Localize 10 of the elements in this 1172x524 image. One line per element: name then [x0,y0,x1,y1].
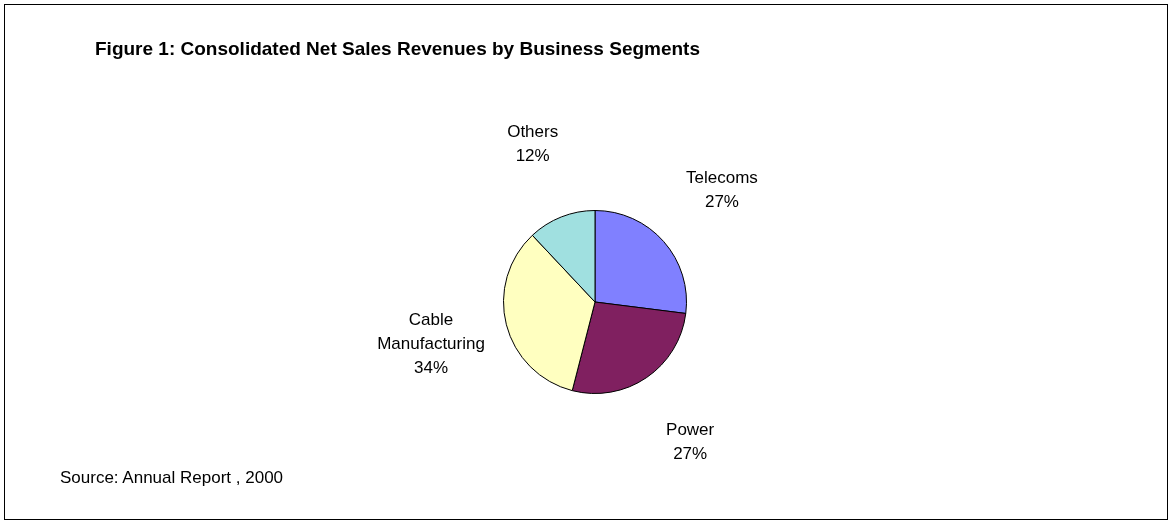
data-label: 27% [673,443,708,463]
slice-label: Others [507,122,559,142]
slice-label: Telecoms [686,167,758,187]
slice-label: Power [666,419,715,439]
source-note: Source: Annual Report , 2000 [60,468,284,488]
data-label: 34% [414,357,449,377]
slice-label: Cable Manufacturing [377,309,485,353]
data-label: 12% [515,146,550,166]
data-label: 27% [704,191,739,211]
chart-title: Figure 1: Consolidated Net Sales Revenues by Business Segments [95,38,701,60]
